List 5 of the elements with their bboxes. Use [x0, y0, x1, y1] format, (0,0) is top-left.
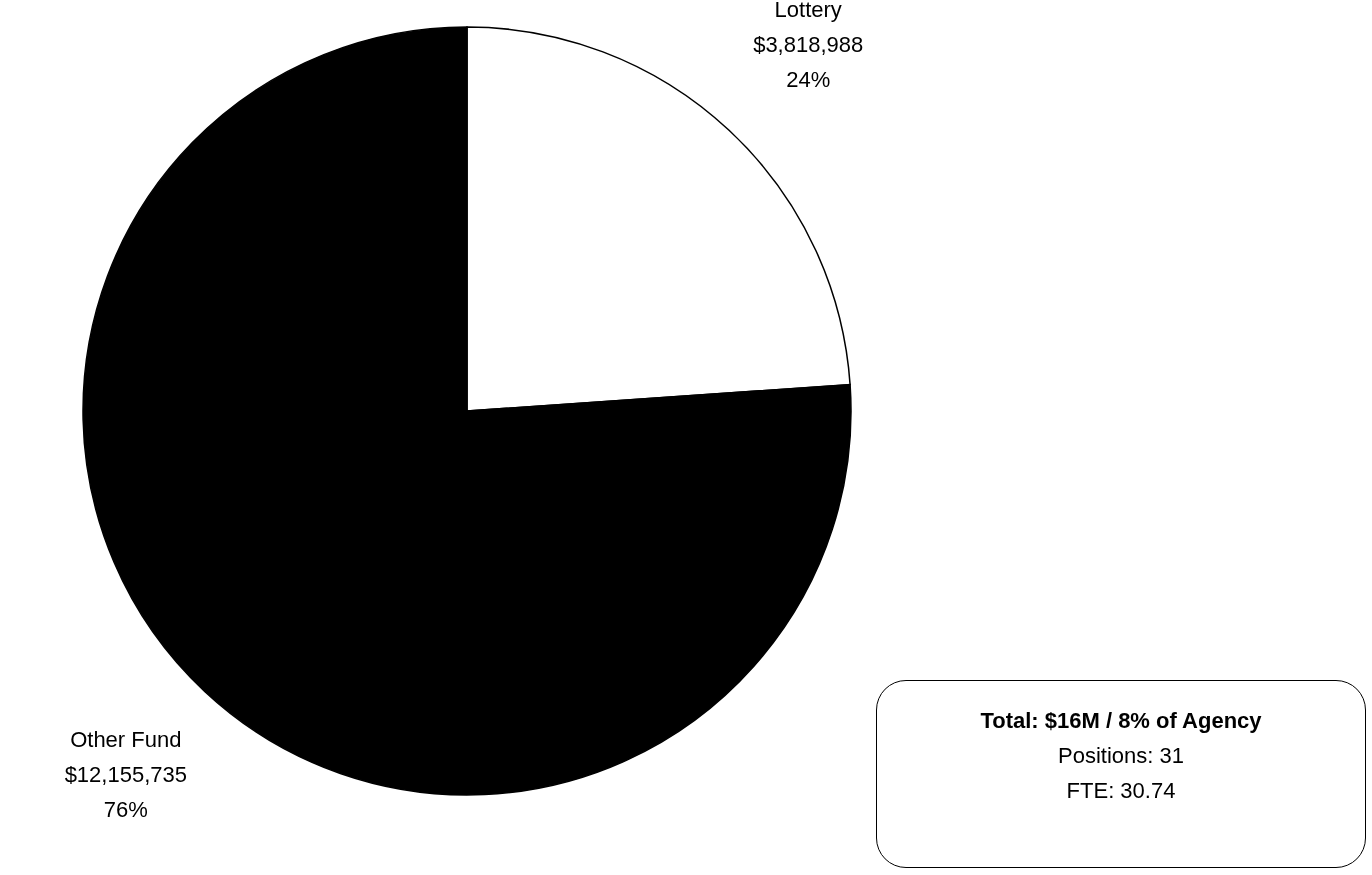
data-label: $12,155,735 76% [64, 762, 187, 823]
slice-label: Other Fund [70, 727, 182, 753]
text-box: Total: $16M / 8% of Agency Positions: 31 FTE: 30.74 [876, 680, 1366, 868]
slice-label: Lottery [774, 0, 842, 22]
data-label: $3,818,988 24% [753, 31, 864, 92]
